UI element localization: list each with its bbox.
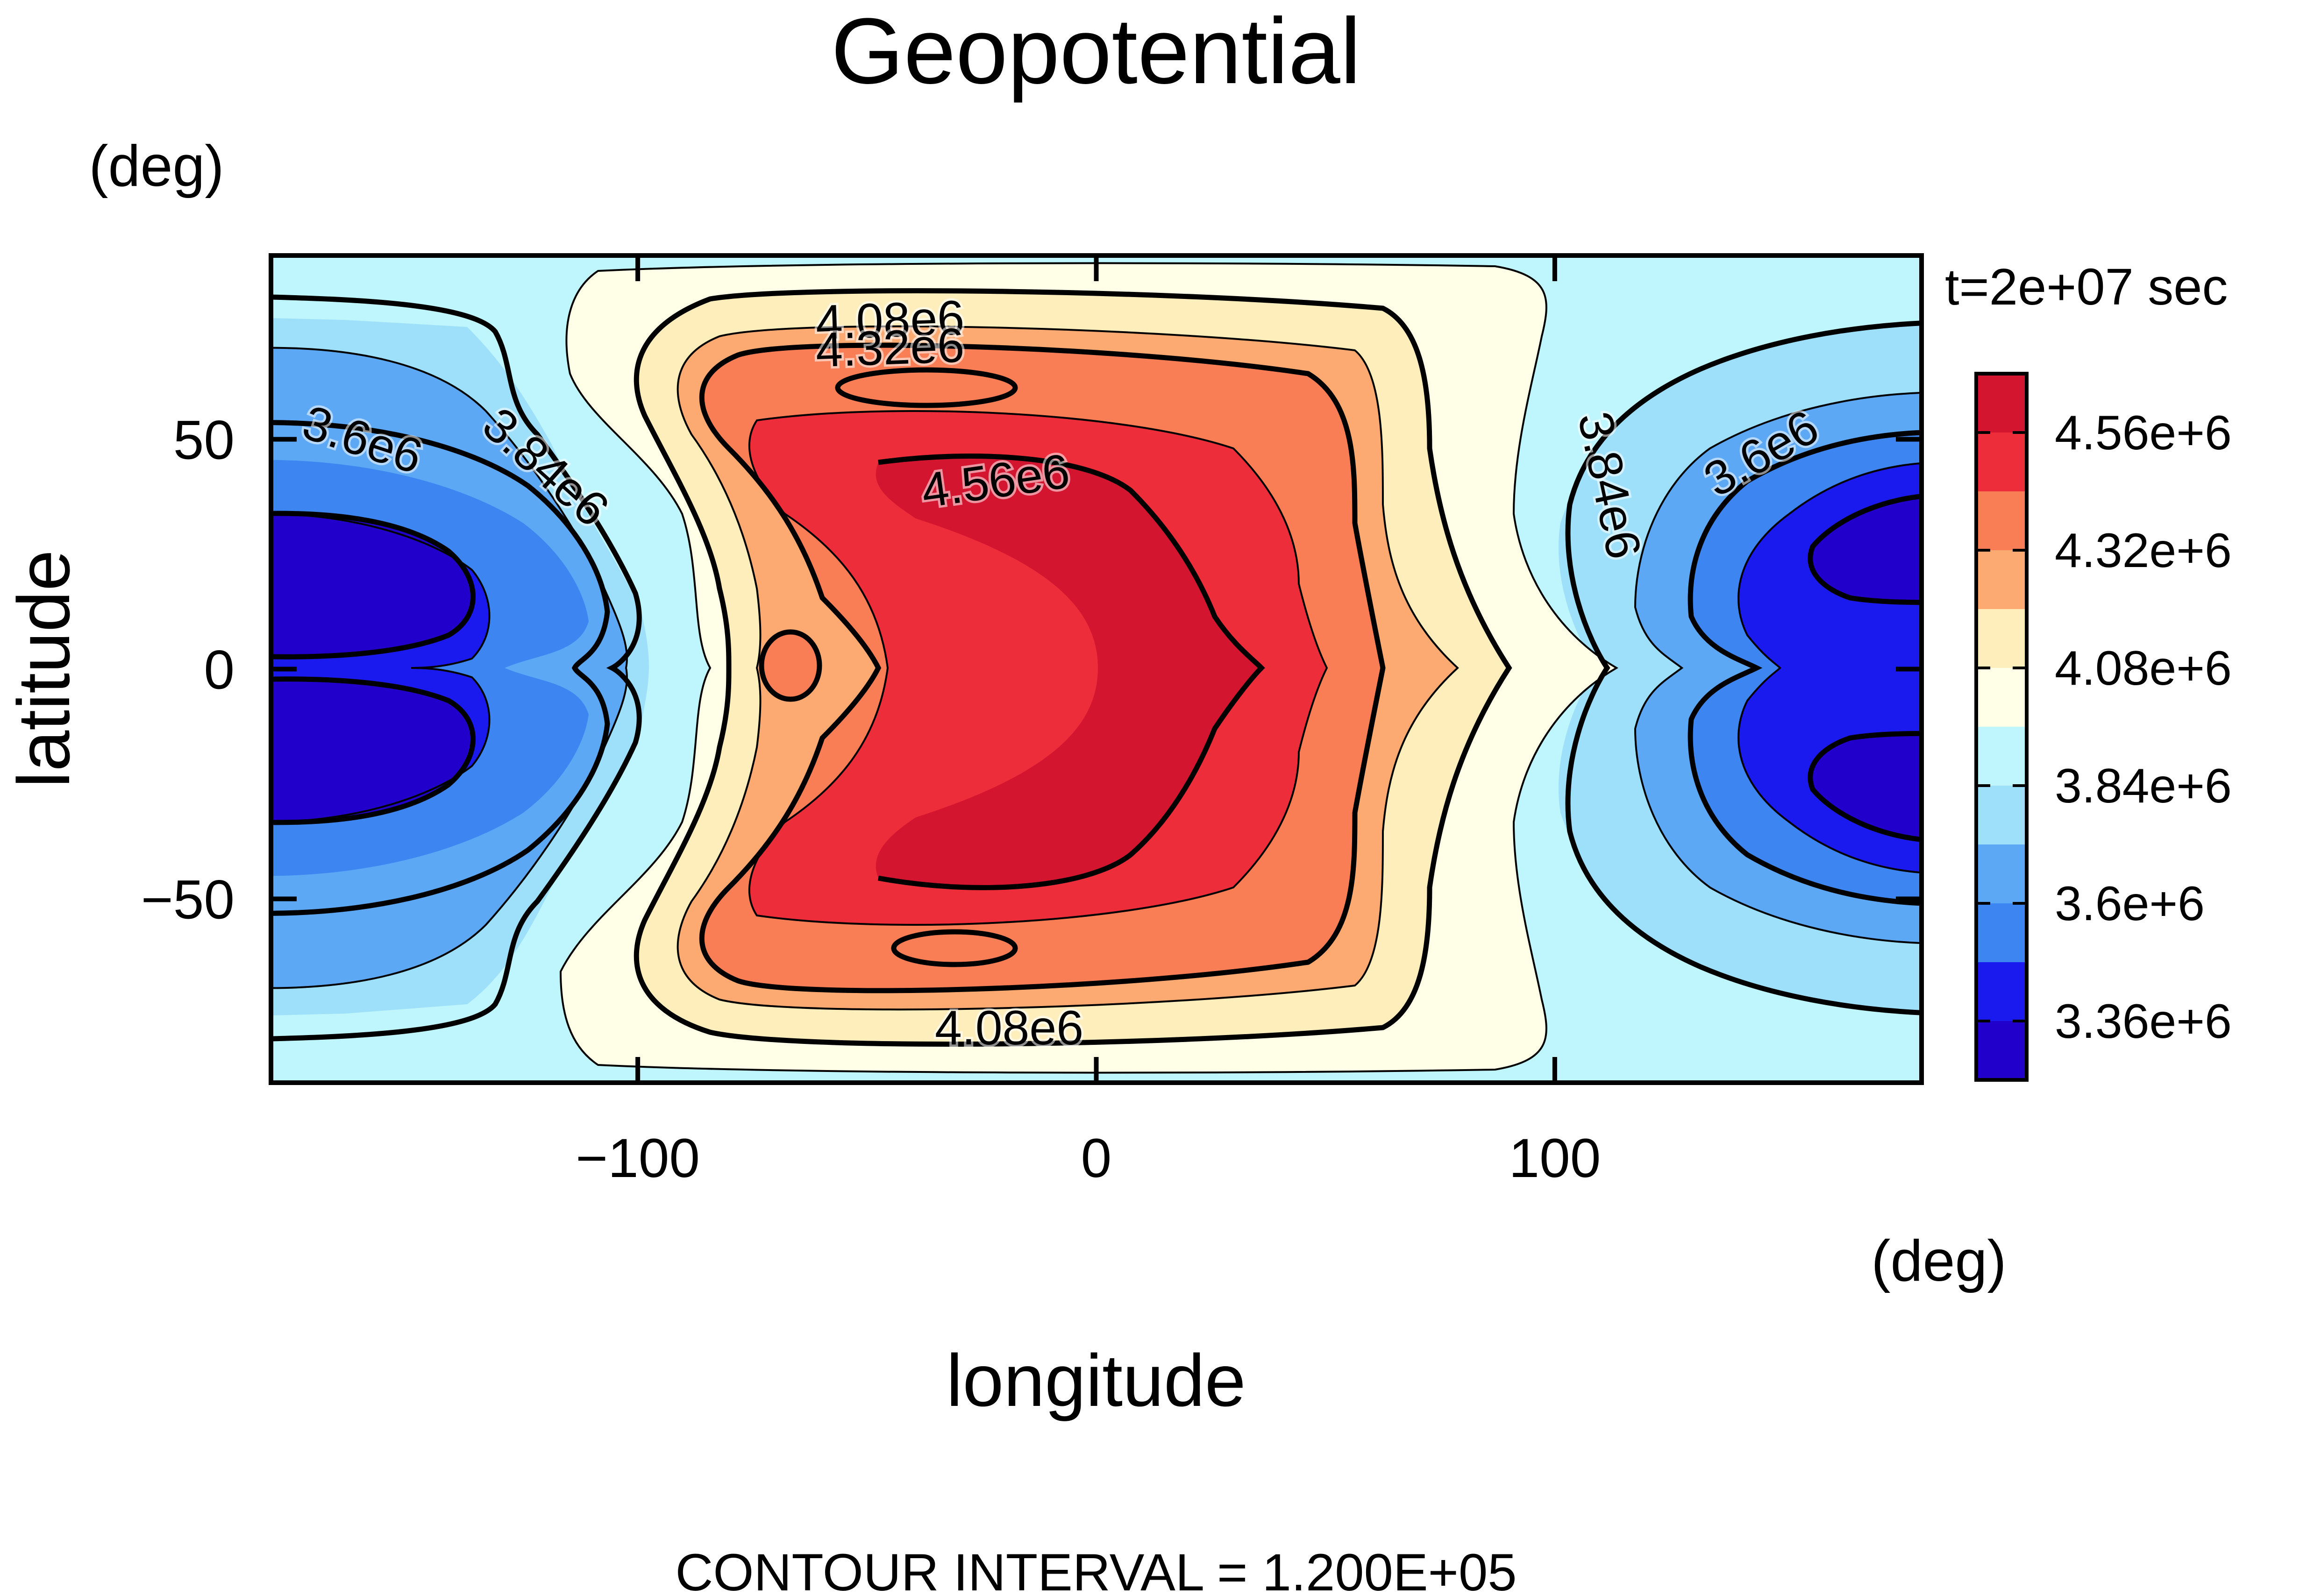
- contour-line-3.48e6-west: [271, 512, 491, 823]
- contour-line-3.84e6-west: [271, 294, 642, 1042]
- contour-line-4.08e6: [634, 288, 1512, 1047]
- colorbar-swatch: [1976, 727, 2027, 786]
- contour-fill-4.32e6-south-oval: [894, 932, 1015, 965]
- colorbar-label: 3.6e+6: [2055, 877, 2205, 931]
- colorbar-swatch: [1976, 1021, 2027, 1080]
- x-axis-label: longitude: [946, 1340, 1246, 1422]
- x-axis-ticks: −100 0 100: [576, 255, 1601, 1189]
- x-tick-label: −100: [576, 1128, 700, 1189]
- contour-fill-3.36e6-west-north: [271, 513, 473, 657]
- contour-interval-footer: CONTOUR INTERVAL = 1.200E+05: [675, 1543, 1517, 1596]
- colorbar-swatch: [1976, 491, 2027, 550]
- colorbar-label: 4.32e+6: [2055, 524, 2232, 578]
- x-axis-unit: (deg): [1871, 1229, 2006, 1293]
- contour-label: 4.08e6: [815, 291, 965, 350]
- contour-line-3.96e6: [559, 262, 1618, 1074]
- colorbar-swatch: [1976, 609, 2027, 668]
- contour-fill-3.36e6-east-north: [1810, 496, 1922, 603]
- y-axis-label: latitude: [3, 550, 85, 788]
- contour-line-4.32e6-south-oval: [891, 929, 1018, 967]
- chart-title: Geopotential: [831, 0, 1361, 103]
- x-tick-label: 100: [1509, 1128, 1601, 1189]
- contour-fill-3.36e6-west-south: [271, 679, 473, 823]
- contour-line-3.36e6-west-south: [271, 676, 476, 825]
- contour-label: 4.32e6: [815, 318, 965, 377]
- colorbar-label: 4.08e+6: [2055, 641, 2232, 695]
- y-tick-label: 50: [173, 410, 235, 471]
- colorbar-label: 3.84e+6: [2055, 759, 2232, 813]
- contour-fill-4.32e6-north-oval: [838, 370, 1015, 405]
- contour-line-4.32e6-north-oval: [835, 367, 1018, 408]
- contour-line-4.32e6: [699, 342, 1386, 993]
- time-label: t=2e+07 sec: [1945, 258, 2228, 316]
- contour-line-3.6e6-west: [271, 420, 610, 916]
- contour-line-3.48e6-east: [1737, 462, 1922, 874]
- colorbar-swatch: [1976, 962, 2027, 1021]
- colorbar-swatch: [1976, 786, 2027, 844]
- colorbar-swatch: [1976, 550, 2027, 609]
- colorbar-frame: [1974, 372, 2029, 1082]
- colorbar-swatch: [1976, 433, 2027, 491]
- contour-fill-3.36e6-east-south: [1810, 733, 1922, 840]
- contour-line-4.2e6-local-max: [759, 629, 822, 702]
- contour-line-3.36e6-east-north: [1808, 494, 1922, 605]
- contour-line-4.2e6: [676, 325, 1459, 1011]
- colorbar-swatch: [1976, 374, 2027, 433]
- contour-line-3.72e6-west: [271, 347, 628, 989]
- colorbar-label: 4.56e+6: [2055, 406, 2232, 460]
- y-axis-unit: (deg): [89, 134, 224, 199]
- contour-fill-4.2e6-local-max: [762, 632, 819, 699]
- colorbar-label: 3.36e+6: [2055, 994, 2232, 1049]
- contour-lines: [271, 262, 1922, 1074]
- x-tick-label: 0: [1081, 1128, 1112, 1189]
- contour-plot-area: 3.6e6 3.84e64.08e64.32e64.56e64.08e63.84e…: [271, 255, 1922, 1083]
- colorbar-swatch: [1976, 903, 2027, 962]
- contour-line-3.72e6-east: [1634, 391, 1922, 944]
- contour-line-3.84e6-east: [1565, 320, 1922, 1015]
- colorbar-swatch: [1976, 844, 2027, 903]
- contour-fill-4.56e6-central: [876, 456, 1261, 888]
- contour-label: 4.08e6: [935, 1001, 1083, 1055]
- contour-line-3.6e6-east: [1688, 430, 1922, 906]
- contour-line-3.36e6-east-south: [1808, 731, 1922, 842]
- contour-line-3.36e6-west-north: [271, 511, 476, 660]
- colorbar: 4.56e+6 4.32e+6 4.08e+6 3.84e+6 3.6e+6 3.36e+…: [1974, 372, 2232, 1082]
- y-tick-label: −50: [141, 869, 235, 930]
- y-axis-ticks: −50 0 50: [141, 410, 1922, 930]
- colorbar-swatch: [1976, 668, 2027, 727]
- y-tick-label: 0: [204, 639, 235, 701]
- contour-line-4.44e6: [748, 410, 1328, 926]
- contour-line-4.56e6: [878, 454, 1265, 890]
